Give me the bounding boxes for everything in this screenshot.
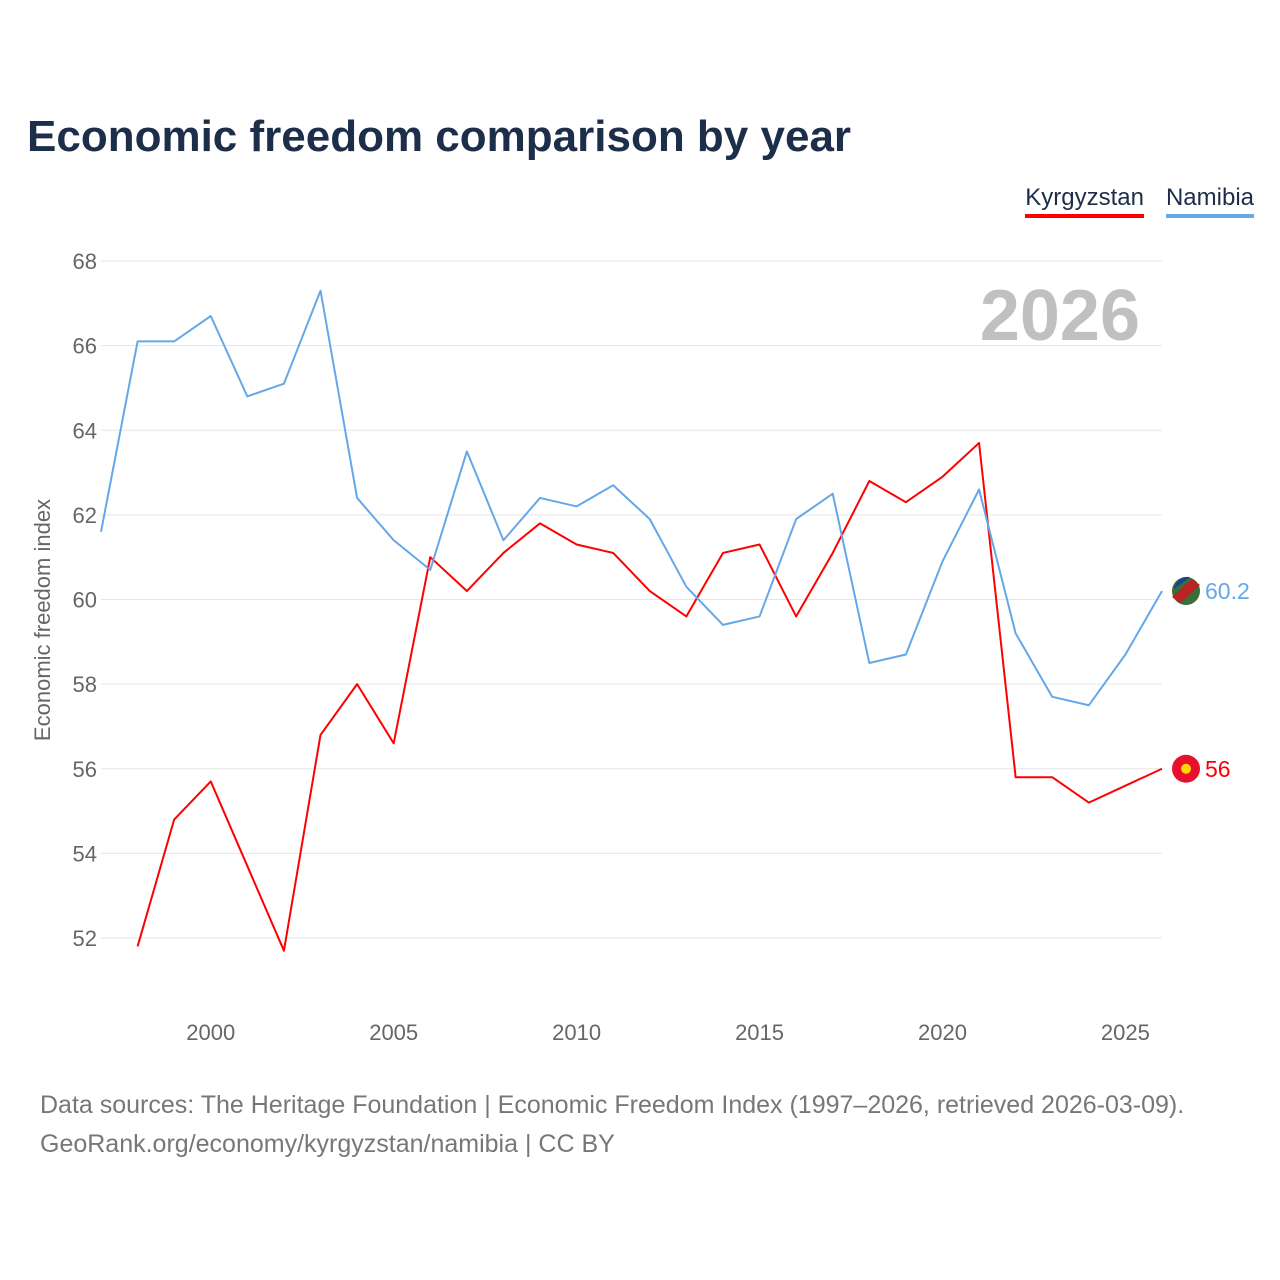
flag-blue-icon [1174, 576, 1190, 590]
line-chart: 52 54 56 58 60 62 64 66 68 2000 2005 2010 2015 2020 20… [30, 249, 1250, 1045]
y-tick-label: 56 [73, 757, 97, 782]
y-tick-label: 62 [73, 503, 97, 528]
footer: Data sources: The Heritage Foundation | … [40, 1086, 1184, 1164]
flag-sun-icon [1181, 763, 1191, 774]
y-tick-label: 66 [73, 334, 97, 359]
series-line-kyrgyzstan [136, 441, 1163, 952]
x-tick-label: 2025 [1101, 1020, 1150, 1045]
year-watermark: 2026 [980, 276, 1140, 356]
y-tick-label: 64 [73, 418, 97, 443]
y-tick-label: 60 [73, 588, 97, 613]
y-axis-label: Economic freedom index [30, 499, 55, 741]
y-tick-label: 68 [73, 249, 97, 274]
y-tick-label: 52 [73, 926, 97, 951]
x-tick-label: 2010 [552, 1020, 601, 1045]
footer-sources: Data sources: The Heritage Foundation | … [40, 1091, 1185, 1119]
chart-title: Economic freedom comparison by year [27, 112, 852, 161]
legend-item-namibia[interactable]: Namibia [1165, 184, 1254, 218]
y-tick-label: 58 [73, 672, 97, 697]
x-tick-label: 2005 [369, 1020, 418, 1045]
flag-stripe-icon [1172, 579, 1200, 604]
footer-link[interactable]: GeoRank.org/economy/kyrgyzstan/namibia |… [40, 1130, 615, 1158]
end-value-label: 56 [1205, 756, 1231, 782]
legend-item-kyrgyzstan[interactable]: Kyrgyzstan [1025, 184, 1144, 218]
series-line-namibia [100, 289, 1163, 707]
end-value-label: 60.2 [1205, 578, 1250, 604]
y-tick-label: 54 [73, 841, 97, 866]
x-tick-label: 2000 [186, 1020, 235, 1045]
x-tick-label: 2015 [735, 1020, 784, 1045]
x-tick-label: 2020 [918, 1020, 967, 1045]
legend: Kyrgyzstan Namibia [1025, 184, 1254, 218]
